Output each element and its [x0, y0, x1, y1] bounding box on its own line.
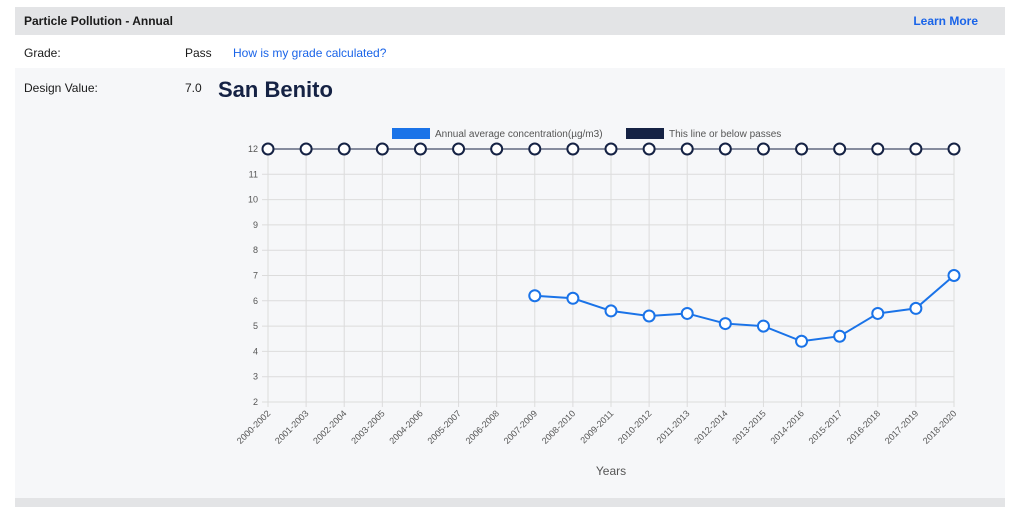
- grade-row: Grade: Pass How is my grade calculated?: [15, 35, 1005, 68]
- learn-more-link[interactable]: Learn More: [913, 14, 978, 28]
- panel-title: Particle Pollution - Annual: [24, 14, 173, 28]
- chart-area: [223, 71, 1005, 500]
- grade-calculation-link[interactable]: How is my grade calculated?: [233, 46, 387, 60]
- grade-value: Pass: [185, 46, 212, 60]
- design-value-value: 7.0: [185, 81, 202, 95]
- panel-header: Particle Pollution - Annual Learn More: [15, 7, 1005, 35]
- particle-pollution-panel: Particle Pollution - Annual Learn More G…: [15, 7, 1005, 507]
- design-value-row: Design Value: 7.0: [15, 68, 1005, 500]
- design-value-label: Design Value:: [24, 81, 98, 95]
- location-title: San Benito: [218, 77, 333, 102]
- footer-bar: [15, 498, 1005, 507]
- grade-label: Grade:: [24, 46, 61, 60]
